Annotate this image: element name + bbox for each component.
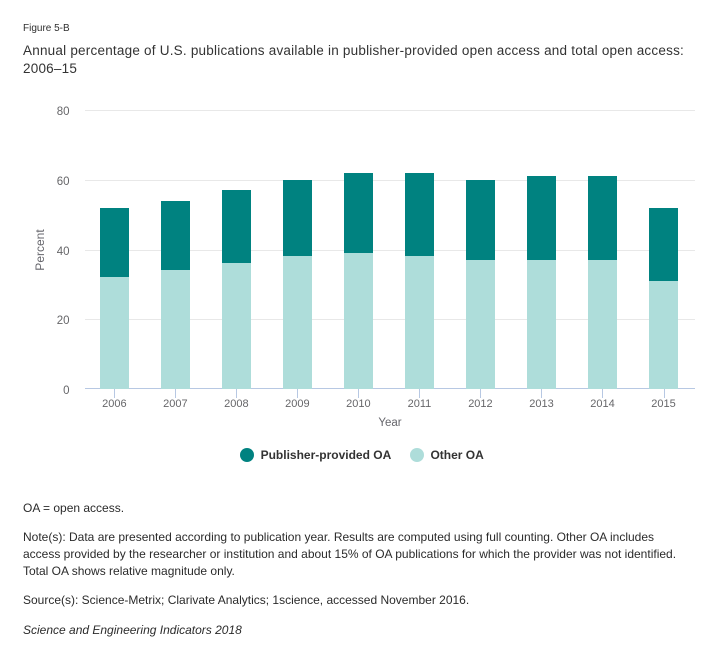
bar-2010-publisher-provided-oa [343,172,373,253]
y-tick-label-60: 60 [56,175,70,188]
chart-title: Annual percentage of U.S. publications a… [23,42,718,77]
bar-2007-other-oa [160,270,190,389]
footnote-abbreviation: OA = open access. [23,500,125,515]
bar-2015-other-oa [649,280,678,389]
bar-2009-publisher-provided-oa [282,179,312,257]
footnote-source: Source(s): Science-Metrix; Clarivate Ana… [23,593,470,607]
bar-2009-other-oa [282,256,312,389]
x-tick-2007 [175,389,177,398]
bar-2013-publisher-provided-oa [526,176,556,260]
x-axis-title: Year [378,416,402,429]
bar-2011-other-oa [404,256,434,389]
chart-title-line2: 2006–15 [23,61,78,76]
x-tick-2009 [297,389,299,398]
x-tick-label-2011: 2011 [407,398,432,410]
legend: Publisher-provided OA Other OA [0,447,724,462]
bar-2014-publisher-provided-oa [587,176,617,260]
x-axis-line [85,388,695,389]
x-tick-label-2009: 2009 [285,398,310,410]
legend-item-other-oa: Other OA [410,447,484,462]
bar-2008-publisher-provided-oa [221,190,251,264]
y-tick-label-40: 40 [56,245,70,258]
bar-2015-publisher-provided-oa [649,207,678,281]
legend-label: Publisher-provided OA [260,447,392,462]
bar-2012-other-oa [465,259,495,389]
x-tick-label-2010: 2010 [346,398,371,410]
bar-2006-publisher-provided-oa [99,207,129,278]
bar-2014-other-oa [587,259,617,389]
y-tick-label-20: 20 [56,315,70,328]
x-tick-label-2013: 2013 [529,398,554,410]
legend-item-publisher-provided-oa: Publisher-provided OA [240,447,392,462]
x-tick-2008 [236,389,238,398]
legend-swatch-icon [410,447,425,462]
gridline-40 [85,249,695,251]
bar-2006-other-oa [99,277,129,389]
x-tick-label-2007: 2007 [163,398,188,410]
footnote-note: Note(s): Data are presented according to… [23,529,677,578]
chart-title-line1: Annual percentage of U.S. publications a… [23,43,685,59]
x-tick-label-2015: 2015 [651,398,676,410]
y-tick-label-80: 80 [56,106,70,118]
x-tick-2015 [663,389,665,398]
x-tick-2010 [358,389,360,398]
bar-2013-other-oa [526,259,556,389]
x-tick-2012 [480,389,482,398]
bar-2012-publisher-provided-oa [465,179,495,260]
x-tick-2013 [541,389,543,398]
x-tick-label-2008: 2008 [224,398,249,410]
gridline-20 [85,319,695,321]
plot-area [85,110,695,398]
y-tick-label-0: 0 [63,385,70,397]
x-tick-label-2006: 2006 [102,398,127,410]
x-tick-2014 [602,389,604,398]
legend-label: Other OA [430,447,484,462]
legend-swatch-icon [240,447,255,462]
x-tick-label-2014: 2014 [590,398,615,410]
x-tick-label-2012: 2012 [468,398,493,410]
bar-2008-other-oa [221,263,251,389]
bar-2011-publisher-provided-oa [404,172,434,257]
bar-2010-other-oa [343,253,373,389]
x-tick-2011 [419,389,421,398]
gridline-60 [85,179,695,181]
footnote-attribution: Science and Engineering Indicators 2018 [23,623,242,637]
figure-label: Figure 5-B [23,22,70,34]
gridline-80 [85,110,695,111]
x-tick-2006 [114,389,116,398]
bar-2007-publisher-provided-oa [160,200,190,271]
